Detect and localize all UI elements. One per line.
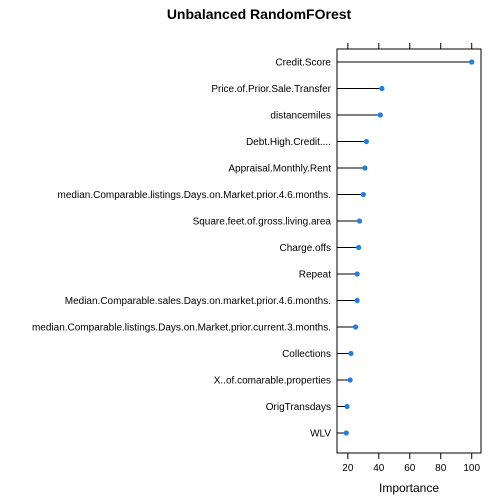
category-label: Price.of.Prior.Sale.Transfer bbox=[211, 84, 331, 95]
plot-frame bbox=[336, 48, 482, 454]
importance-point bbox=[354, 271, 360, 277]
importance-point bbox=[352, 324, 359, 330]
importance-point bbox=[379, 85, 385, 92]
x-tick-label: 100 bbox=[463, 463, 480, 474]
importance-point bbox=[363, 138, 370, 145]
x-tick-label: 20 bbox=[342, 463, 354, 474]
category-label: median.Comparable.listings.Days.on.Marke… bbox=[58, 190, 331, 201]
importance-point bbox=[377, 112, 383, 118]
category-label: Median.Comparable.sales.Days.on.market.p… bbox=[65, 296, 331, 307]
category-label: Charge.offs bbox=[279, 243, 331, 254]
category-label: Appraisal.Monthly.Rent bbox=[228, 164, 331, 175]
importance-point bbox=[469, 59, 475, 65]
x-tick-label: 80 bbox=[435, 463, 447, 474]
importance-point bbox=[360, 191, 366, 198]
category-label: OrigTransdays bbox=[266, 402, 331, 413]
x-tick-label: 40 bbox=[373, 463, 385, 474]
importance-point bbox=[347, 377, 353, 383]
importance-point bbox=[356, 244, 362, 251]
category-label: distancemiles bbox=[270, 111, 331, 122]
chart-title: Unbalanced RandomFOrest bbox=[167, 6, 352, 22]
importance-point bbox=[362, 165, 368, 171]
x-axis-label: Importance bbox=[379, 481, 439, 495]
importance-point bbox=[348, 350, 354, 357]
category-label: Square.feet.of.gross.living.area bbox=[193, 217, 332, 228]
importance-point bbox=[354, 297, 360, 304]
x-tick-label: 60 bbox=[404, 463, 416, 474]
data-marks: Credit.Score Price.of.Prior.Sale.Transfer… bbox=[32, 58, 475, 440]
x-axis: 20 40 60 80 100 bbox=[342, 43, 480, 474]
category-label: X..of.comarable.properties bbox=[214, 376, 331, 387]
category-label: Repeat bbox=[299, 270, 331, 281]
importance-point bbox=[344, 403, 350, 410]
category-label: Debt.High.Credit.... bbox=[246, 137, 331, 148]
category-label: WLV bbox=[310, 429, 331, 440]
importance-point bbox=[356, 218, 363, 224]
importance-point bbox=[343, 430, 349, 436]
category-label: median.Comparable.listings.Days.on.Marke… bbox=[32, 323, 331, 334]
category-label: Credit.Score bbox=[275, 58, 331, 69]
category-label: Collections bbox=[282, 349, 331, 360]
